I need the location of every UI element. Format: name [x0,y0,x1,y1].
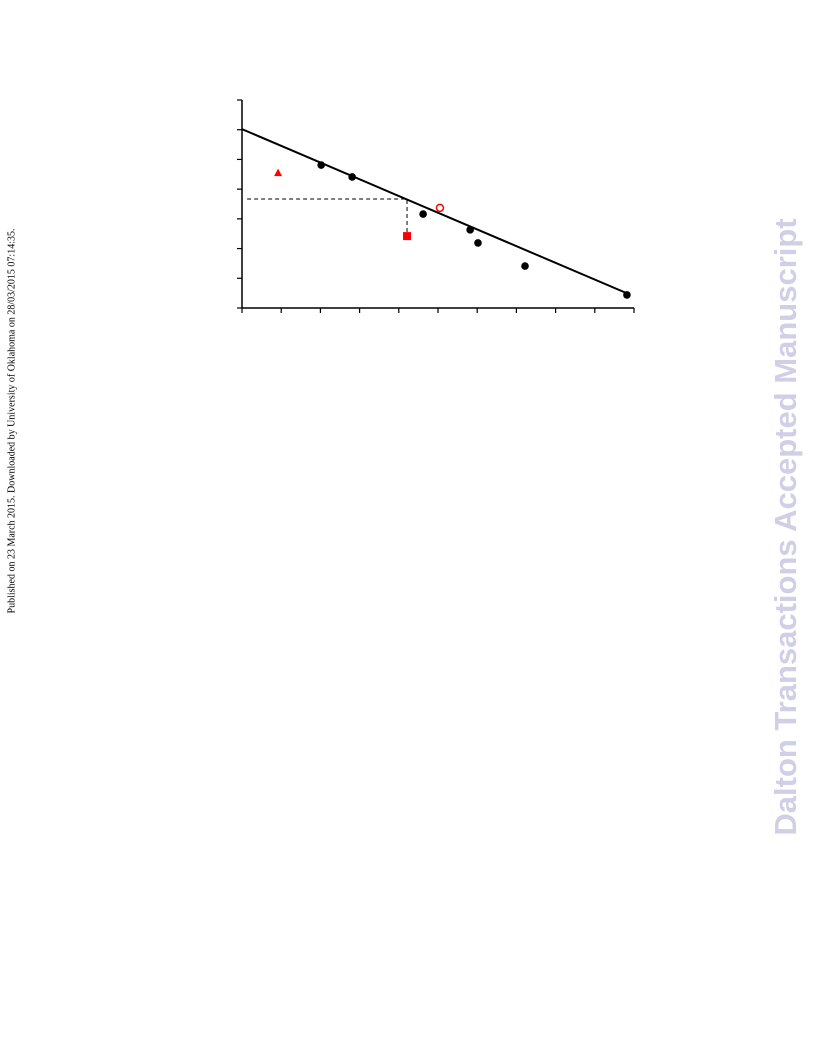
point [274,168,283,177]
point [403,232,412,241]
dashed-line [247,198,408,233]
point [474,239,482,247]
side-note: Published on 23 March 2015. Downloaded b… [6,229,17,614]
point [435,203,445,213]
point [419,210,427,218]
line [241,128,631,296]
watermark: Dalton Transactions Accepted Manuscript [768,218,803,835]
point [521,262,529,270]
